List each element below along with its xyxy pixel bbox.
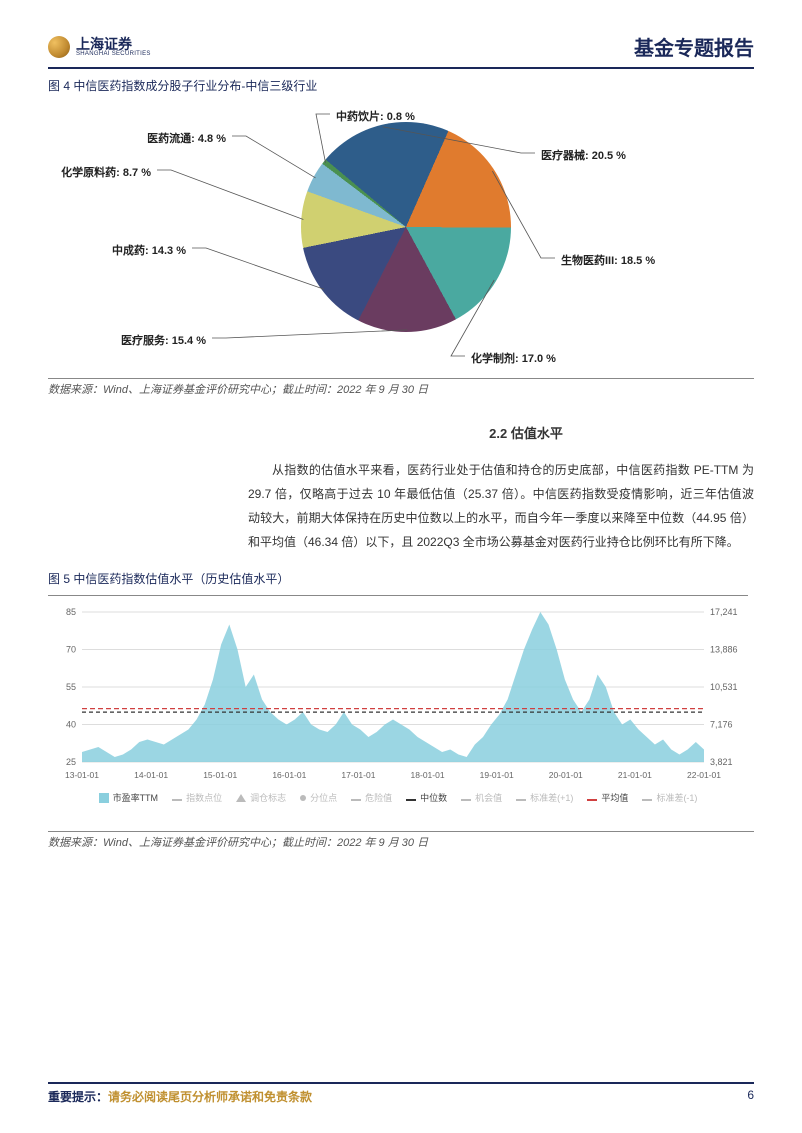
- legend-swatch: [461, 799, 471, 801]
- legend-swatch: [172, 799, 182, 801]
- pie-slice-label: 中药饮片: 0.8 %: [336, 108, 415, 124]
- pie-slice-label: 医疗服务: 15.4 %: [121, 332, 206, 348]
- legend-label: 标准差(-1): [656, 791, 697, 804]
- fig5-area-chart: 25 40 55 70 85 3,821 7,176 10,531 13,886 17,241 13…: [48, 595, 748, 825]
- svg-text:20-01-01: 20-01-01: [549, 770, 583, 780]
- section-body: 从指数的估值水平来看，医药行业处于估值和持仓的历史底部，中信医药指数 PE-TT…: [248, 458, 754, 554]
- svg-text:15-01-01: 15-01-01: [203, 770, 237, 780]
- legend-item: 危险值: [351, 791, 392, 804]
- legend-label: 市盈率TTM: [113, 791, 159, 804]
- legend-label: 指数点位: [186, 791, 222, 804]
- pie-slice-label: 化学原料药: 8.7 %: [61, 164, 151, 180]
- svg-text:7,176: 7,176: [710, 720, 733, 730]
- brand-cn: 上海证券: [76, 37, 151, 51]
- fig4-source: 数据来源：Wind、上海证券基金评价研究中心；截止时间：2022 年 9 月 3…: [48, 378, 754, 397]
- brand-logo: 上海证券 SHANGHAI SECURITIES: [48, 36, 151, 58]
- legend-item: 调仓标志: [236, 791, 286, 804]
- brand-en: SHANGHAI SECURITIES: [76, 51, 151, 57]
- svg-text:70: 70: [66, 645, 76, 655]
- page-footer: 重要提示：请务必阅读尾页分析师承诺和免责条款 6: [48, 1082, 754, 1105]
- page-header: 上海证券 SHANGHAI SECURITIES 基金专题报告: [48, 32, 754, 69]
- svg-text:10,531: 10,531: [710, 682, 738, 692]
- legend-swatch: [236, 794, 246, 802]
- svg-text:17,241: 17,241: [710, 607, 738, 617]
- svg-text:22-01-01: 22-01-01: [687, 770, 721, 780]
- area-chart-svg: 25 40 55 70 85 3,821 7,176 10,531 13,886 17,241 13…: [48, 604, 748, 784]
- svg-text:85: 85: [66, 607, 76, 617]
- svg-text:17-01-01: 17-01-01: [341, 770, 375, 780]
- svg-text:13-01-01: 13-01-01: [65, 770, 99, 780]
- svg-text:13,886: 13,886: [710, 645, 738, 655]
- pie-slice-label: 中成药: 14.3 %: [112, 242, 186, 258]
- legend-item: 标准差(-1): [642, 791, 697, 804]
- legend-swatch: [351, 799, 361, 801]
- report-title: 基金专题报告: [634, 32, 754, 61]
- logo-icon: [48, 36, 70, 58]
- fig4-title: 图 4 中信医药指数成分股子行业分布-中信三级行业: [48, 77, 754, 94]
- fig4-pie-chart: 医疗器械: 20.5 % 生物医药III: 18.5 % 化学制剂: 17.0 % 医…: [51, 102, 751, 372]
- svg-text:18-01-01: 18-01-01: [411, 770, 445, 780]
- legend-item: 中位数: [406, 791, 447, 804]
- disclaimer-bold: 重要提示：: [48, 1090, 108, 1104]
- legend-label: 危险值: [365, 791, 392, 804]
- svg-text:55: 55: [66, 682, 76, 692]
- legend-item: 市盈率TTM: [99, 791, 159, 804]
- disclaimer: 重要提示：请务必阅读尾页分析师承诺和免责条款: [48, 1088, 312, 1105]
- svg-text:3,821: 3,821: [710, 757, 733, 767]
- legend-label: 平均值: [601, 791, 628, 804]
- svg-text:40: 40: [66, 720, 76, 730]
- legend-swatch: [587, 799, 597, 801]
- legend-label: 机会值: [475, 791, 502, 804]
- legend-label: 中位数: [420, 791, 447, 804]
- svg-text:19-01-01: 19-01-01: [480, 770, 514, 780]
- section-title: 2.2 估值水平: [298, 423, 754, 442]
- pie-slice-label: 化学制剂: 17.0 %: [471, 350, 556, 366]
- legend-item: 平均值: [587, 791, 628, 804]
- legend-label: 标准差(+1): [530, 791, 573, 804]
- fig5-title: 图 5 中信医药指数估值水平（历史估值水平）: [48, 570, 754, 587]
- legend-swatch: [99, 793, 109, 803]
- legend-swatch: [516, 799, 526, 801]
- legend-item: 机会值: [461, 791, 502, 804]
- legend-swatch: [406, 799, 416, 801]
- svg-text:21-01-01: 21-01-01: [618, 770, 652, 780]
- pie-slice-label: 医疗器械: 20.5 %: [541, 147, 626, 163]
- fig5-source: 数据来源：Wind、上海证券基金评价研究中心；截止时间：2022 年 9 月 3…: [48, 831, 754, 850]
- legend-item: 指数点位: [172, 791, 222, 804]
- svg-text:14-01-01: 14-01-01: [134, 770, 168, 780]
- legend-item: 分位点: [300, 791, 337, 804]
- pie-graphic: [301, 122, 511, 332]
- svg-text:16-01-01: 16-01-01: [272, 770, 306, 780]
- legend-swatch: [642, 799, 652, 801]
- pie-slice-label: 生物医药III: 18.5 %: [561, 252, 655, 268]
- pie-slice-label: 医药流通: 4.8 %: [147, 130, 226, 146]
- legend-item: 标准差(+1): [516, 791, 573, 804]
- svg-text:25: 25: [66, 757, 76, 767]
- legend-label: 分位点: [310, 791, 337, 804]
- page-number: 6: [747, 1088, 754, 1105]
- chart-legend: 市盈率TTM 指数点位 调仓标志 分位点 危险值 中位数 机会值 标准差(+1) 平均值 标准差(…: [48, 791, 748, 804]
- legend-label: 调仓标志: [250, 791, 286, 804]
- disclaimer-rest: 请务必阅读尾页分析师承诺和免责条款: [108, 1090, 312, 1104]
- legend-swatch: [300, 795, 306, 801]
